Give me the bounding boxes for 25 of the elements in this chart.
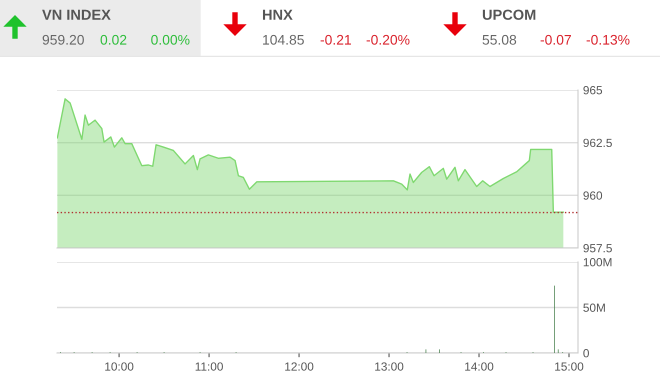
text: 0.00% — [151, 34, 190, 45]
text: -0.07 — [540, 34, 571, 45]
x-tick-label: 10:00 — [105, 362, 134, 371]
text: UPCOM — [482, 10, 536, 20]
x-tick-label: 11:00 — [196, 362, 223, 371]
text: 959.20 — [42, 34, 84, 45]
x-tick-label: 14:00 — [465, 362, 494, 371]
text: 55.08 — [482, 34, 516, 45]
y-tick-label: 960 — [583, 191, 602, 200]
text: VN INDEX — [42, 10, 111, 20]
y-tick-label: 0 — [583, 349, 589, 358]
text: -0.20% — [366, 34, 410, 45]
y-tick-label: 962.5 — [583, 138, 612, 148]
y-tick-label: 957.5 — [583, 244, 612, 252]
y-tick-label: 50M — [583, 304, 605, 312]
text: 104.85 — [263, 34, 304, 45]
text: HNX — [262, 10, 293, 20]
x-tick-label: 12:00 — [285, 362, 314, 371]
text: -0.13% — [586, 34, 630, 45]
x-tick-label: 15:00 — [555, 362, 584, 371]
text: 0.02 — [100, 34, 126, 45]
y-tick-label: 965 — [583, 86, 602, 94]
x-tick-label: 13:00 — [375, 362, 404, 371]
y-tick-label: 100M — [584, 258, 612, 266]
text: -0.21 — [320, 34, 351, 45]
